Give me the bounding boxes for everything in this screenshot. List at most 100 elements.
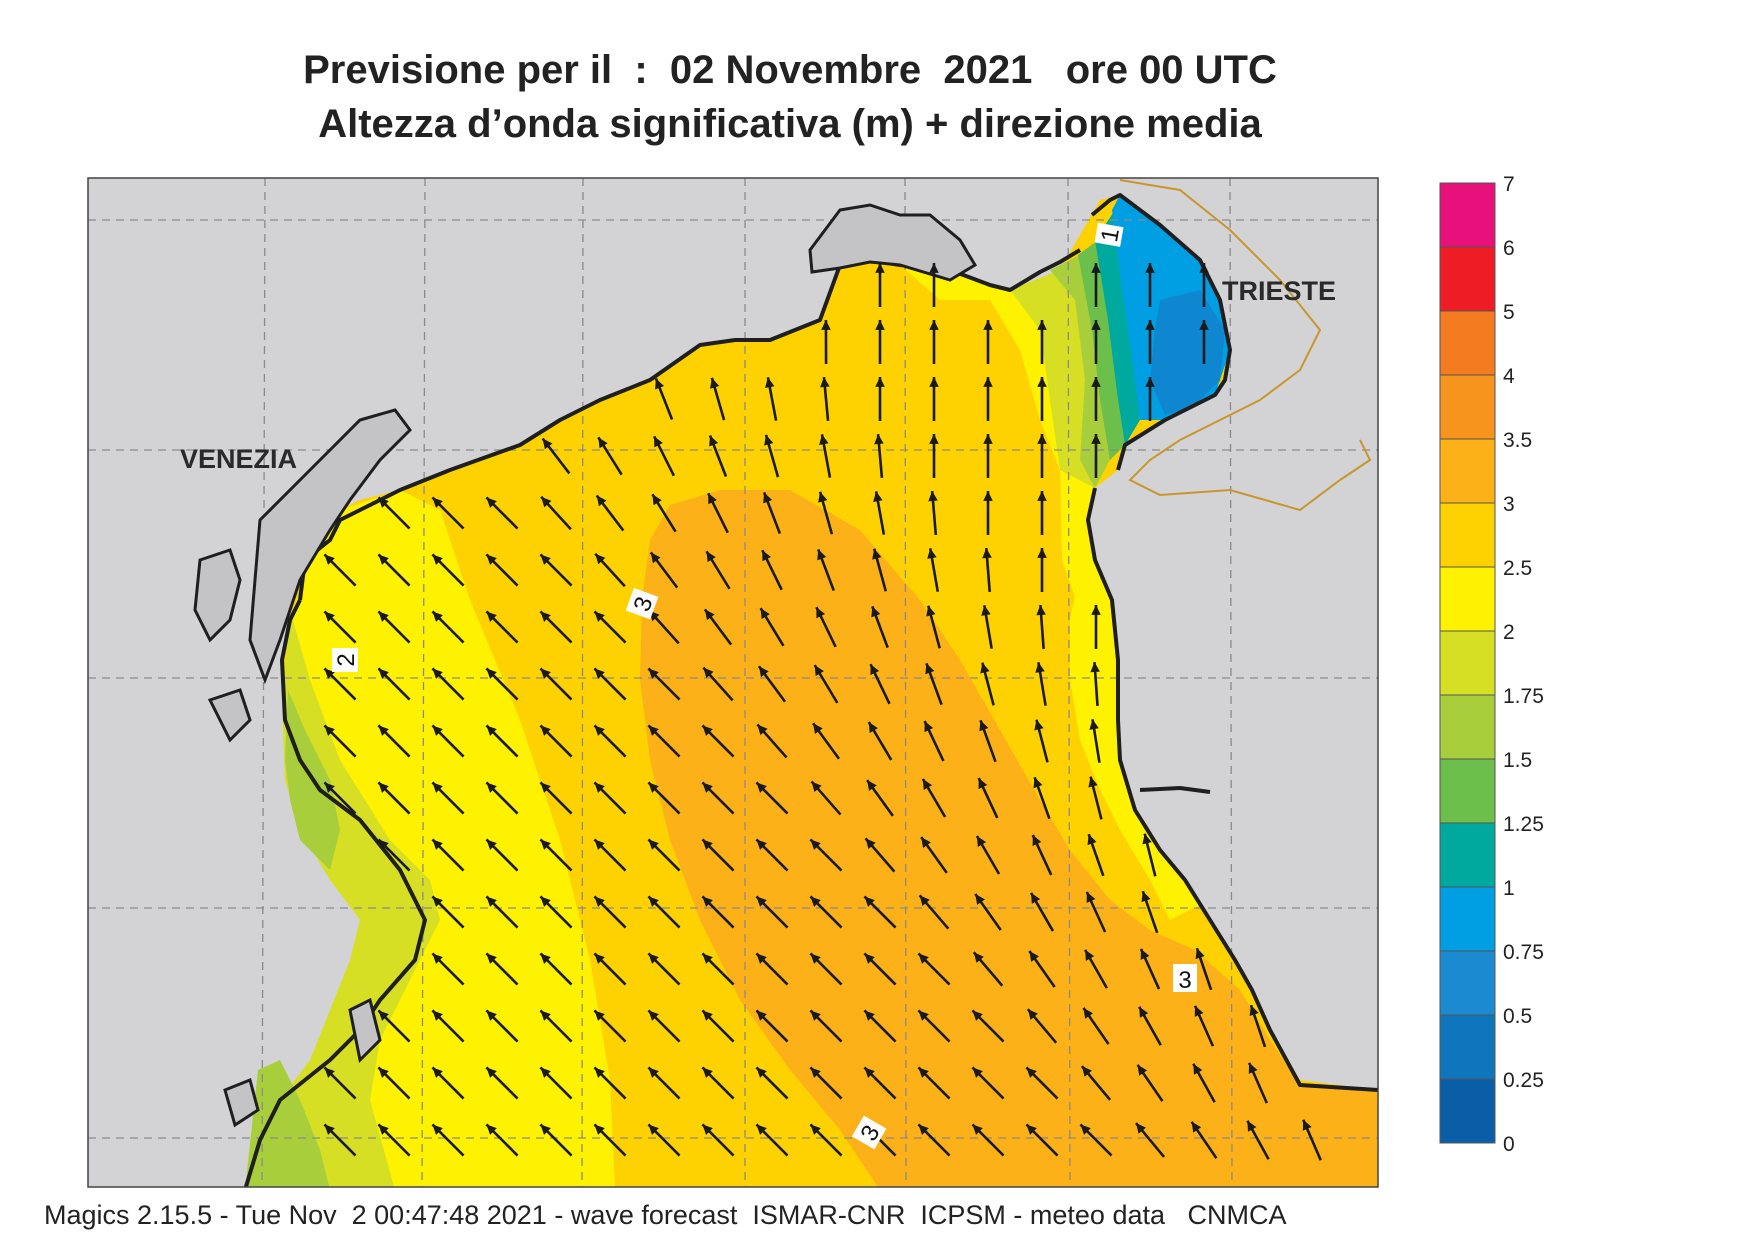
wave-arrow-head bbox=[1302, 1119, 1312, 1131]
contour-label-3-east: 3 bbox=[1178, 967, 1191, 994]
wave-arrow-head bbox=[980, 662, 990, 674]
wave-arrow-head bbox=[810, 1010, 821, 1021]
legend-tick-label: 0.5 bbox=[1503, 1005, 1532, 1028]
place-label-venezia: VENEZIA bbox=[180, 444, 297, 474]
wave-arrow-head bbox=[1199, 263, 1209, 273]
wave-arrow-head bbox=[1089, 719, 1099, 730]
wave-arrow-head bbox=[432, 554, 443, 565]
wave-arrow-head bbox=[1137, 1064, 1148, 1076]
wave-arrow-head bbox=[654, 436, 663, 448]
border-line bbox=[1119, 179, 1372, 512]
contour-labels: 2 3 3 3 1 bbox=[332, 222, 1197, 1150]
wave-arrow-head bbox=[648, 725, 659, 736]
wave-arrow-head bbox=[874, 434, 884, 445]
wave-arrow-head bbox=[648, 1124, 659, 1135]
wave-arrow-head bbox=[973, 952, 984, 963]
wave-arrow-head bbox=[540, 554, 551, 565]
wave-arrow-head bbox=[540, 725, 551, 736]
wave-arrow-head bbox=[925, 663, 935, 675]
wave-arrow-head bbox=[486, 611, 497, 622]
wave-arrow-head bbox=[648, 782, 659, 793]
wave-direction-arrows bbox=[323, 263, 1322, 1161]
wave-arrow-head bbox=[432, 497, 443, 508]
wave-arrow-head bbox=[864, 953, 875, 964]
legend-swatch bbox=[1439, 310, 1496, 376]
legend-swatch bbox=[1439, 246, 1496, 312]
wave-arrow-head bbox=[875, 263, 885, 273]
wave-arrow-head bbox=[868, 722, 878, 734]
wave-arrow-head bbox=[976, 835, 987, 847]
wave-arrow-head bbox=[378, 611, 389, 622]
wave-arrow-head bbox=[875, 320, 885, 330]
coastline bbox=[243, 193, 1378, 1187]
legend-tick-label: 5 bbox=[1503, 301, 1515, 324]
wave-arrow-head bbox=[810, 953, 821, 964]
wave-arrow-head bbox=[1031, 892, 1041, 904]
wave-arrow-head bbox=[432, 1124, 443, 1135]
wave-arrow-head bbox=[324, 554, 335, 565]
wave-arrow-head bbox=[540, 953, 551, 964]
wave-arrow-head bbox=[813, 723, 823, 735]
band-1-1-25-ne bbox=[1095, 210, 1140, 445]
wave-arrow-head bbox=[1191, 1121, 1202, 1133]
wave-arrow-head bbox=[486, 839, 497, 850]
wave-arrow-head bbox=[702, 953, 713, 964]
legend-swatch bbox=[1439, 374, 1496, 440]
wave-arrow-head bbox=[1248, 1062, 1258, 1074]
legend-tick-label: 1.5 bbox=[1503, 749, 1532, 772]
wave-arrow-head bbox=[648, 953, 659, 964]
wave-arrow-head bbox=[648, 1067, 659, 1078]
legend-tick-label: 4 bbox=[1503, 365, 1515, 388]
wave-arrow-head bbox=[867, 780, 877, 791]
wave-arrow-head bbox=[1029, 950, 1039, 962]
wave-arrow-head bbox=[758, 666, 769, 678]
legend-swatch bbox=[1439, 822, 1496, 888]
wave-arrow-head bbox=[706, 551, 716, 563]
wave-arrow-head bbox=[1249, 1005, 1259, 1017]
wave-arrow-head bbox=[378, 668, 389, 679]
wave-arrow-head bbox=[594, 668, 605, 679]
wave-arrow-head bbox=[702, 839, 713, 850]
wave-arrow-head bbox=[1037, 548, 1047, 558]
colorbar-legend: 7 6 5 4 3.5 3 2.5 2 1.75 1.5 1.25 1 0.75 0.5 0.25 0 bbox=[1439, 173, 1544, 1156]
wave-arrow-head bbox=[918, 1124, 929, 1135]
footer-credits: Magics 2.15.5 - Tue Nov 2 00:47:48 2021 … bbox=[44, 1200, 1287, 1230]
wave-arrow-head bbox=[972, 1067, 983, 1078]
wave-arrow-head bbox=[324, 1124, 335, 1135]
legend-tick-label: 0 bbox=[1503, 1133, 1515, 1156]
wave-arrow-head bbox=[594, 839, 605, 850]
wave-arrow-head bbox=[918, 1010, 929, 1021]
wave-arrow-head bbox=[1033, 777, 1043, 789]
wave-arrow-head bbox=[540, 1124, 551, 1135]
legend-swatch bbox=[1439, 1078, 1496, 1144]
wave-arrow-head bbox=[810, 1067, 821, 1078]
wave-arrow-head bbox=[594, 725, 605, 736]
wave-arrow-head bbox=[821, 320, 831, 330]
wave-arrow-head bbox=[765, 377, 775, 389]
wave-arrow-head bbox=[918, 953, 929, 964]
wave-arrow-head bbox=[981, 605, 991, 616]
wave-arrow-head bbox=[763, 492, 773, 504]
wave-arrow-head bbox=[1194, 1005, 1204, 1017]
wave-arrow-head bbox=[979, 720, 989, 732]
wave-arrow-head bbox=[864, 896, 875, 907]
wave-arrow-head bbox=[702, 1067, 713, 1078]
wave-arrow-head bbox=[921, 837, 931, 848]
wave-arrow-head bbox=[814, 665, 824, 677]
wave-arrow-head bbox=[873, 491, 883, 502]
wave-arrow-head bbox=[975, 894, 985, 905]
wave-arrow-head bbox=[983, 491, 993, 501]
wave-arrow-head bbox=[594, 611, 605, 622]
wave-arrow-head bbox=[1036, 605, 1046, 616]
title-line-1: Previsione per il : 02 Novembre 2021 ore… bbox=[303, 48, 1277, 92]
wave-arrow-head bbox=[1037, 491, 1047, 501]
wave-arrow-head bbox=[810, 839, 821, 850]
wave-arrow-head bbox=[972, 1124, 983, 1135]
wave-arrow-head bbox=[1035, 662, 1045, 673]
legend-swatch bbox=[1439, 886, 1496, 952]
wave-arrow-head bbox=[594, 782, 605, 793]
wave-arrow-head bbox=[594, 1067, 605, 1078]
wave-arrow-head bbox=[756, 896, 767, 907]
wave-arrow-head bbox=[432, 1067, 443, 1078]
legend-swatch bbox=[1439, 950, 1496, 1016]
